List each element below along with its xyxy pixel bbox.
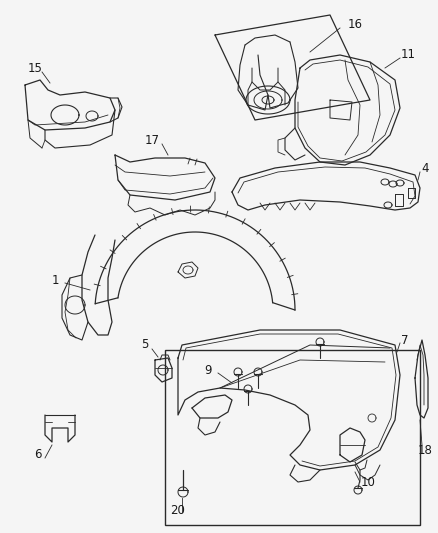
Text: 11: 11 [400, 49, 416, 61]
Text: 6: 6 [34, 448, 42, 462]
Text: 17: 17 [145, 133, 159, 147]
Text: 1: 1 [51, 273, 59, 287]
Text: 9: 9 [204, 364, 212, 376]
Text: 4: 4 [421, 161, 429, 174]
Text: 10: 10 [360, 475, 375, 489]
Text: 15: 15 [28, 61, 42, 75]
Text: 7: 7 [401, 334, 409, 346]
Bar [165, 350, 420, 525]
Text: 18: 18 [417, 443, 432, 456]
Text: 16: 16 [347, 19, 363, 31]
Text: 5: 5 [141, 338, 148, 351]
Text: 20: 20 [170, 504, 185, 516]
